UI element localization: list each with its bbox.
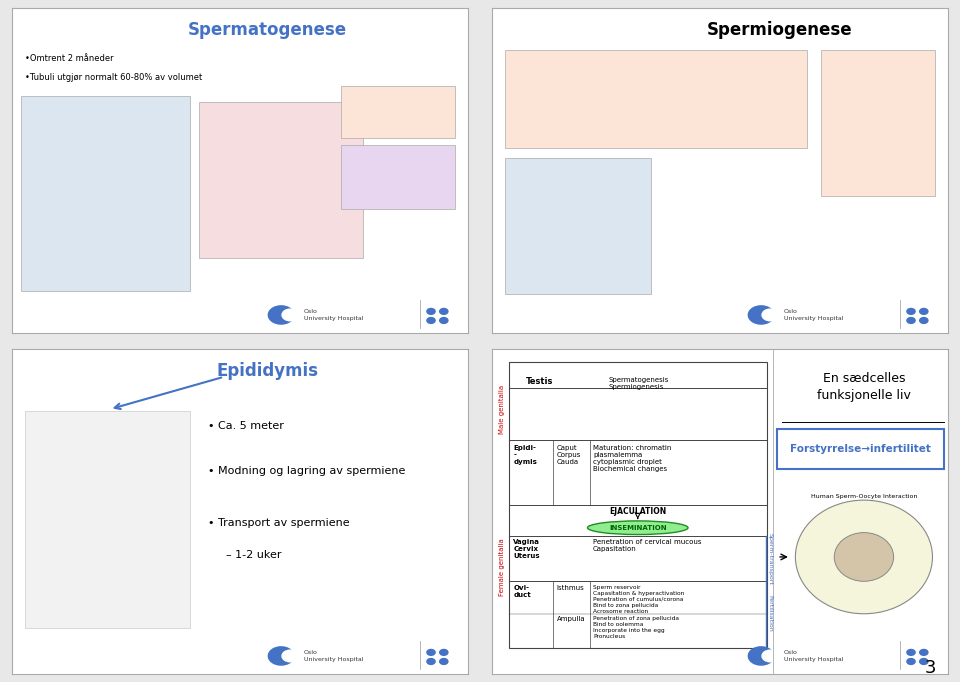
Circle shape xyxy=(440,308,448,314)
Circle shape xyxy=(427,318,435,323)
Text: Sperm reservoir
Capasitation & hyperactivation
Penetration of cumulus/corona
Bin: Sperm reservoir Capasitation & hyperacti… xyxy=(593,584,684,639)
Text: EJACULATION: EJACULATION xyxy=(610,507,666,516)
Text: Sperm-transport: Sperm-transport xyxy=(768,533,773,584)
Text: Epidi-
-
dymis: Epidi- - dymis xyxy=(514,445,538,465)
Text: Epididymis: Epididymis xyxy=(216,362,319,380)
FancyBboxPatch shape xyxy=(341,86,455,138)
Circle shape xyxy=(427,659,435,664)
Circle shape xyxy=(427,308,435,314)
FancyBboxPatch shape xyxy=(199,102,364,258)
Text: Oslo
University Hospital: Oslo University Hospital xyxy=(784,309,844,321)
Text: – 1-2 uker: – 1-2 uker xyxy=(227,550,282,561)
Text: Vagina
Cervix
Uterus: Vagina Cervix Uterus xyxy=(514,539,540,559)
Circle shape xyxy=(440,318,448,323)
FancyBboxPatch shape xyxy=(25,411,190,628)
Text: Oslo
University Hospital: Oslo University Hospital xyxy=(304,309,364,321)
Text: • Transport av spermiene: • Transport av spermiene xyxy=(208,518,349,528)
FancyBboxPatch shape xyxy=(509,362,767,648)
Text: Maturation: chromatin
plasmalemma
cytoplasmic droplet
Biochemical changes: Maturation: chromatin plasmalemma cytopl… xyxy=(593,445,671,472)
Ellipse shape xyxy=(834,533,894,581)
Circle shape xyxy=(269,647,294,665)
Text: Ovi-
duct: Ovi- duct xyxy=(514,584,531,597)
Text: En sædcelles
funksjonelle liv: En sædcelles funksjonelle liv xyxy=(817,372,911,402)
Text: INSEMINATION: INSEMINATION xyxy=(609,524,666,531)
Text: •Tubuli utgjør normalt 60-80% av volumet: •Tubuli utgjør normalt 60-80% av volumet xyxy=(25,73,203,82)
Text: Fertilisation: Fertilisation xyxy=(768,595,773,632)
Circle shape xyxy=(282,650,299,662)
Text: Oslo
University Hospital: Oslo University Hospital xyxy=(784,650,844,662)
Text: Penetration of cervical mucous
Capasitation: Penetration of cervical mucous Capasitat… xyxy=(593,539,702,552)
Circle shape xyxy=(907,659,915,664)
Circle shape xyxy=(269,306,294,324)
Circle shape xyxy=(920,649,928,655)
Circle shape xyxy=(920,659,928,664)
Circle shape xyxy=(762,650,779,662)
Ellipse shape xyxy=(588,521,688,535)
Text: Female genitalia: Female genitalia xyxy=(499,538,505,595)
Circle shape xyxy=(749,647,774,665)
Circle shape xyxy=(762,309,779,321)
Text: Spermatogenesis
Spermiogenesis: Spermatogenesis Spermiogenesis xyxy=(608,376,668,390)
Circle shape xyxy=(907,318,915,323)
Text: Isthmus: Isthmus xyxy=(557,584,585,591)
Circle shape xyxy=(440,649,448,655)
Circle shape xyxy=(907,308,915,314)
Ellipse shape xyxy=(796,500,932,614)
Text: Forstyrrelse→infertilitet: Forstyrrelse→infertilitet xyxy=(790,444,931,454)
Text: Male genitalia: Male genitalia xyxy=(499,385,505,434)
Text: Spermiogenese: Spermiogenese xyxy=(707,21,852,39)
Circle shape xyxy=(282,309,299,321)
Text: Spermatogenese: Spermatogenese xyxy=(188,21,347,39)
Circle shape xyxy=(440,659,448,664)
Circle shape xyxy=(920,308,928,314)
Text: 3: 3 xyxy=(924,659,936,677)
Text: Human Sperm-Oocyte Interaction: Human Sperm-Oocyte Interaction xyxy=(811,494,917,499)
Text: • Modning og lagring av spermiene: • Modning og lagring av spermiene xyxy=(208,466,405,476)
Text: Caput
Corpus
Cauda: Caput Corpus Cauda xyxy=(557,445,581,465)
Text: Testis: Testis xyxy=(526,376,553,386)
FancyBboxPatch shape xyxy=(505,158,652,294)
FancyBboxPatch shape xyxy=(505,50,806,148)
Text: Oslo
University Hospital: Oslo University Hospital xyxy=(304,650,364,662)
Text: Ampulla: Ampulla xyxy=(557,616,586,622)
Circle shape xyxy=(749,306,774,324)
FancyBboxPatch shape xyxy=(821,50,935,196)
FancyBboxPatch shape xyxy=(341,145,455,209)
Circle shape xyxy=(920,318,928,323)
Text: • Ca. 5 meter: • Ca. 5 meter xyxy=(208,421,284,430)
FancyBboxPatch shape xyxy=(778,429,944,469)
Text: •Omtrent 2 måneder: •Omtrent 2 måneder xyxy=(25,54,114,63)
FancyBboxPatch shape xyxy=(21,96,190,291)
Circle shape xyxy=(427,649,435,655)
Circle shape xyxy=(907,649,915,655)
